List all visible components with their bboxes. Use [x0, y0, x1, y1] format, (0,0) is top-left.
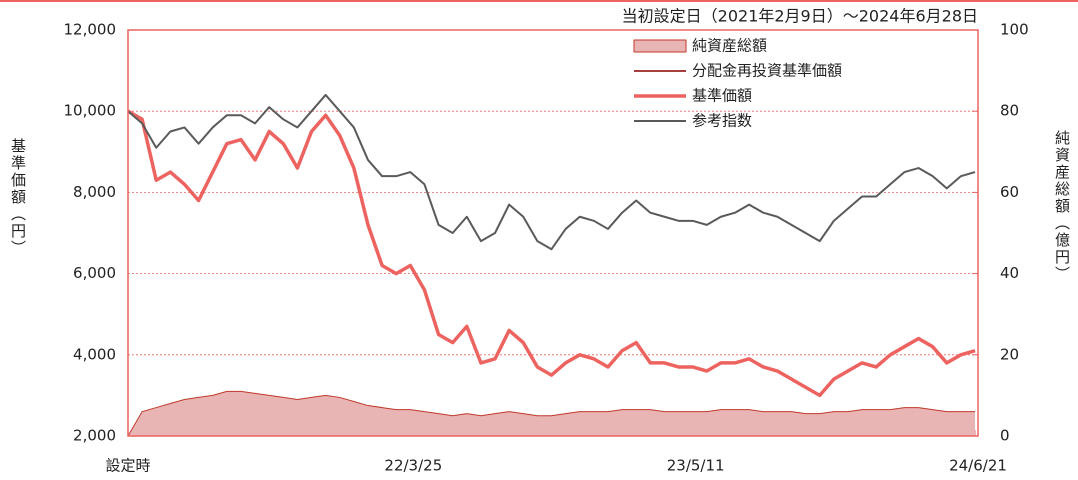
x-tick-label: 24/6/21: [949, 457, 1007, 475]
y-tick-label: 4,000: [73, 345, 116, 363]
annotation: 当初設定日（2021年2月9日）～2024年6月28日: [622, 7, 978, 26]
x-tick-label: 設定時: [105, 457, 150, 475]
area-edge: [127, 390, 975, 437]
plot-frame: [127, 29, 979, 437]
legend-label: 純資産総額: [692, 37, 767, 55]
y2-axis-label: 純資産総額（億円）: [1053, 130, 1071, 283]
legend-swatch: [633, 39, 687, 53]
x-tick-label: 23/5/11: [667, 457, 725, 475]
y-tick-label: 10,000: [64, 102, 117, 120]
area: [128, 391, 975, 436]
y2-tick-label: 60: [1000, 183, 1019, 201]
line: [127, 110, 976, 397]
y-tick-label: 6,000: [73, 264, 116, 282]
y2-tick-label: 80: [1000, 102, 1019, 120]
y-axis-label: 基準価額（円）: [9, 138, 27, 257]
legend-label: 基準価額: [692, 87, 752, 105]
y-tick-label: 12,000: [64, 21, 117, 39]
line: [127, 109, 976, 398]
legend-label: 分配金再投資基準価額: [692, 62, 842, 80]
y2-tick-label: 40: [1000, 264, 1019, 282]
y2-tick-label: 0: [1000, 427, 1010, 445]
y2-tick-label: 100: [1000, 21, 1029, 39]
y2-tick-label: 20: [1000, 345, 1019, 363]
legend-label: 参考指数: [692, 112, 752, 130]
x-tick-label: 22/3/25: [384, 457, 442, 475]
line: [127, 93, 976, 251]
y-tick-label: 8,000: [73, 183, 116, 201]
y-tick-label: 2,000: [73, 427, 116, 445]
